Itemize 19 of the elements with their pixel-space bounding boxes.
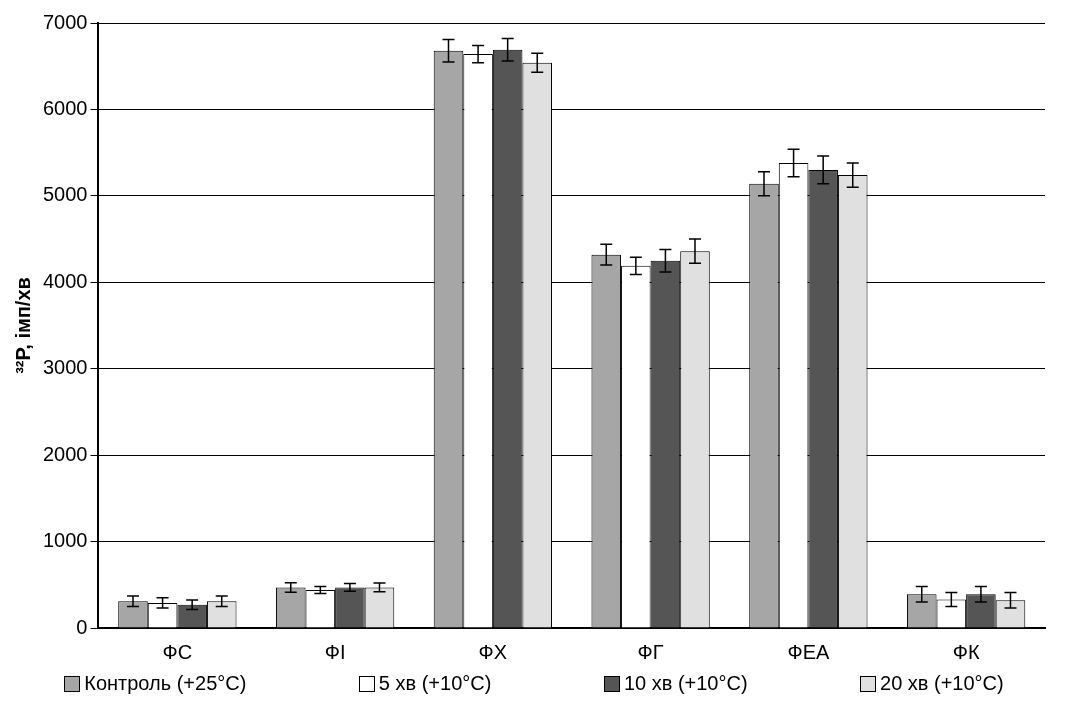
legend-label: Контроль (+25°C) [84, 672, 247, 695]
x-tick-label: ФЕА [787, 640, 830, 663]
legend-label: 20 хв (+10°C) [880, 672, 1004, 695]
y-tick-label: 2000 [42, 442, 88, 465]
y-tick-label: 4000 [42, 269, 88, 292]
y-tick-label: 1000 [42, 529, 88, 552]
y-tick-label: 7000 [42, 10, 88, 33]
x-tick-label: ФС [162, 640, 193, 663]
y-axis-title: ³²P, імп/хв [11, 277, 34, 374]
x-tick-label: ФГ [637, 640, 664, 663]
x-tick-label: ФК [952, 640, 980, 663]
y-tick-label: 0 [76, 615, 88, 638]
x-tick-label: ФХ [478, 640, 508, 663]
y-tick-label: 6000 [42, 96, 88, 119]
legend-label: 10 хв (+10°C) [623, 672, 748, 695]
x-tick-label: ФІ [324, 640, 346, 663]
y-tick-label: 5000 [42, 183, 88, 206]
y-tick-label: 3000 [42, 356, 88, 379]
text: 5 хв (+10°C) [378, 672, 492, 695]
